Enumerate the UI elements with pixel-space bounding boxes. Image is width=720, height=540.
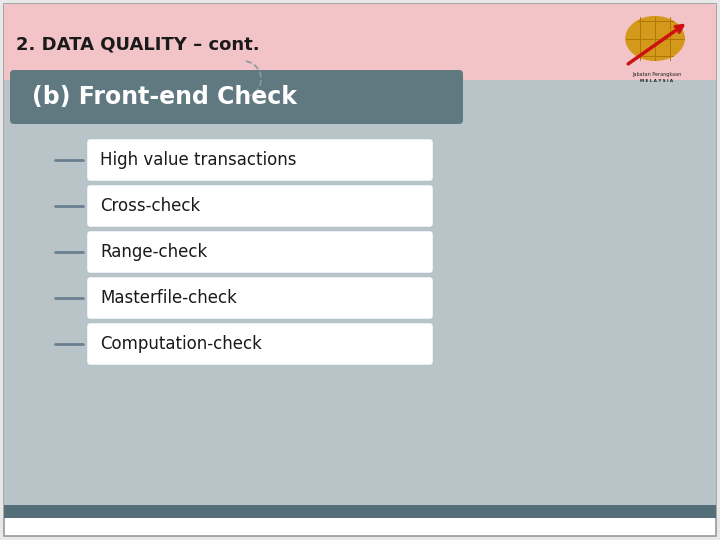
FancyBboxPatch shape bbox=[87, 185, 433, 227]
Text: M E L A Y S I A: M E L A Y S I A bbox=[640, 78, 674, 83]
FancyBboxPatch shape bbox=[87, 323, 433, 365]
Text: (b) Front-end Check: (b) Front-end Check bbox=[32, 85, 297, 109]
FancyBboxPatch shape bbox=[87, 231, 433, 273]
Text: Jabatan Perangkaan: Jabatan Perangkaan bbox=[632, 72, 682, 77]
FancyBboxPatch shape bbox=[10, 70, 463, 124]
Text: Range-check: Range-check bbox=[100, 243, 207, 261]
Text: High value transactions: High value transactions bbox=[100, 151, 297, 169]
FancyBboxPatch shape bbox=[4, 4, 716, 536]
Text: Computation-check: Computation-check bbox=[100, 335, 262, 353]
Text: Masterfile-check: Masterfile-check bbox=[100, 289, 237, 307]
Circle shape bbox=[626, 17, 684, 60]
Text: 2. DATA QUALITY – cont.: 2. DATA QUALITY – cont. bbox=[16, 36, 260, 54]
FancyBboxPatch shape bbox=[4, 505, 716, 518]
FancyBboxPatch shape bbox=[87, 139, 433, 181]
FancyBboxPatch shape bbox=[4, 4, 716, 80]
Text: Cross-check: Cross-check bbox=[100, 197, 200, 215]
FancyBboxPatch shape bbox=[4, 80, 716, 518]
FancyBboxPatch shape bbox=[87, 277, 433, 319]
